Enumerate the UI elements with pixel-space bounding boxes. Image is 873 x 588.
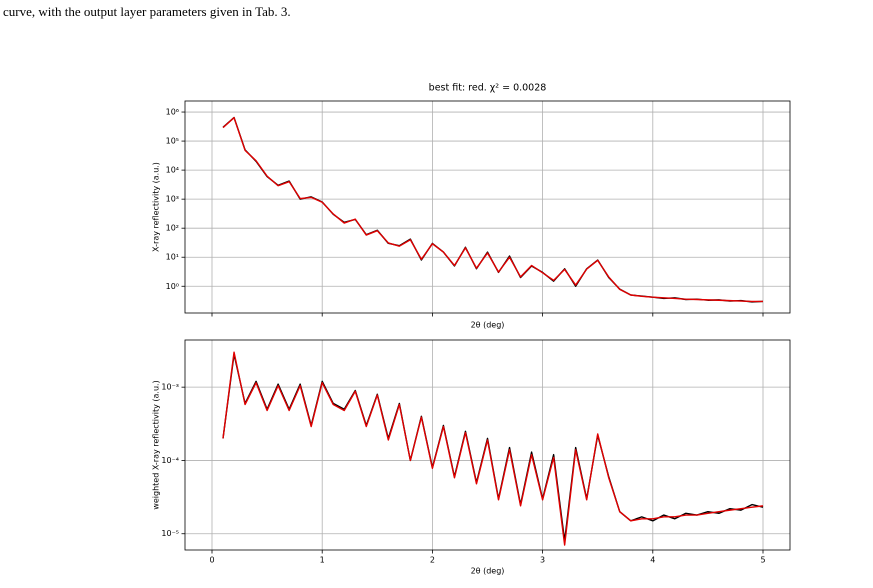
y-tick-label: 10³	[166, 195, 179, 204]
plot-frame	[184, 100, 791, 314]
data-line	[222, 353, 764, 542]
caption-text: curve, with the output layer parameters …	[3, 4, 291, 19]
y-tick-label: 10⁶	[166, 108, 179, 117]
y-axis-label: weighted X-ray reflectivity (a.u.)	[152, 380, 161, 509]
x-tick-label: 2	[430, 556, 435, 565]
x-axis-label: 2θ (deg)	[471, 321, 505, 330]
x-tick-label: 3	[540, 556, 545, 565]
y-tick-label: 10⁵	[166, 137, 179, 146]
y-tick-label: 10²	[166, 224, 179, 233]
y-tick-label: 10¹	[166, 253, 179, 262]
y-tick-label: 10⁻⁴	[161, 456, 179, 465]
y-tick-label: 10⁻³	[161, 383, 179, 392]
chart-title: best fit: red. χ² = 0.0028	[429, 83, 547, 94]
y-axis-label: X-ray reflectivity (a.u.)	[152, 162, 161, 252]
data-line	[222, 351, 764, 546]
x-tick-label: 1	[320, 556, 325, 565]
x-tick-label: 0	[209, 556, 214, 565]
y-tick-label: 10⁰	[166, 282, 179, 291]
data-line	[222, 116, 764, 303]
y-tick-label: 10⁴	[166, 166, 179, 175]
x-axis-label: 2θ (deg)	[471, 567, 505, 576]
y-tick-label: 10⁻⁵	[161, 529, 179, 538]
data-line	[222, 116, 763, 303]
x-tick-label: 4	[650, 556, 655, 565]
x-tick-label: 5	[760, 556, 765, 565]
plot-frame	[184, 339, 791, 551]
